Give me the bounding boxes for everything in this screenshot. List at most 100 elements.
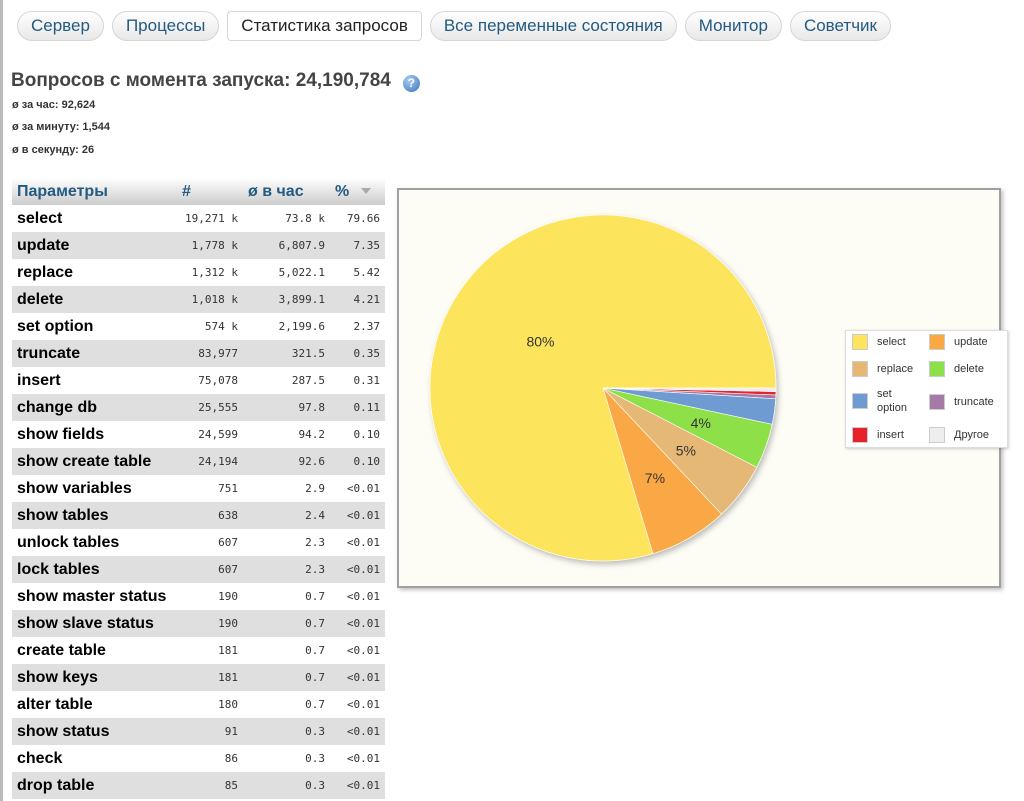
row-percent: <0.01: [346, 482, 380, 495]
row-count: 83,977: [177, 340, 243, 367]
row-per-hour: 0.7: [243, 664, 330, 691]
row-percent: 7.35: [330, 232, 385, 259]
help-icon[interactable]: ?: [402, 74, 420, 92]
legend-item-delete: delete: [929, 361, 998, 377]
table-row: delete 1,018 k 3,899.1 4.21: [12, 286, 385, 313]
row-count: 180: [218, 698, 238, 711]
legend-item-replace: replace: [852, 361, 921, 377]
row-name: show master status: [17, 587, 167, 605]
row-per-hour: 0.7: [305, 644, 325, 657]
column-header-percent[interactable]: %: [330, 178, 385, 205]
legend-swatch: [929, 361, 945, 377]
table-row: show status 91 0.3 <0.01: [12, 718, 385, 745]
row-count: 85: [177, 772, 243, 799]
row-percent: <0.01: [330, 502, 385, 529]
row-per-hour: 92.6: [243, 448, 330, 475]
row-count: 638: [177, 502, 243, 529]
legend-swatch: [929, 427, 945, 443]
row-name: show status: [12, 718, 177, 745]
tab-monitor[interactable]: Монитор: [684, 11, 782, 41]
table-row: select 19,271 k 73.8 k 79.66: [12, 205, 385, 232]
row-percent: <0.01: [346, 590, 380, 603]
table-row: show tables 638 2.4 <0.01: [12, 502, 385, 529]
row-name: update: [12, 232, 177, 259]
tab-server[interactable]: Сервер: [17, 11, 104, 41]
row-per-hour: 3,899.1: [243, 286, 330, 313]
table-header-row: Параметры # ø в час %: [12, 178, 385, 205]
row-count: 24,599: [198, 428, 238, 441]
avg-per-second: ø в секунду: 26: [12, 144, 95, 156]
row-name: lock tables: [12, 556, 177, 583]
table-row: replace 1,312 k 5,022.1 5.42: [12, 259, 385, 286]
pie-chart-svg: 80% 7% 5% 4%: [429, 214, 777, 562]
avg-per-hour: ø за час: 92,624: [12, 99, 96, 111]
row-count: 1,778 k: [177, 232, 243, 259]
column-header-parameters[interactable]: Параметры: [12, 178, 177, 205]
pie-slice-label: 4%: [691, 415, 711, 431]
top-tabs: Сервер Процессы Статистика запросов Все …: [17, 11, 891, 41]
row-per-hour: 0.3: [305, 752, 325, 765]
legend-swatch: [852, 427, 868, 443]
table-row: set option 574 k 2,199.6 2.37: [12, 313, 385, 340]
row-percent: <0.01: [346, 644, 380, 657]
row-percent: 0.10: [353, 428, 381, 441]
pie-slice-Другое[interactable]: [602, 387, 777, 392]
table-row: change db 25,555 97.8 0.11: [12, 394, 385, 421]
row-per-hour: 2.3: [243, 556, 330, 583]
tab-query-statistics[interactable]: Статистика запросов: [227, 11, 422, 41]
row-count: 190: [177, 610, 243, 637]
table-row: show slave status 190 0.7 <0.01: [12, 610, 385, 637]
row-per-hour: 0.7: [305, 590, 325, 603]
row-per-hour: 321.5: [243, 340, 330, 367]
row-count: 1,312 k: [191, 266, 238, 279]
legend-swatch: [852, 334, 868, 350]
row-percent: 0.35: [330, 340, 385, 367]
row-name: set option: [17, 317, 94, 335]
table-row: show keys 181 0.7 <0.01: [12, 664, 385, 691]
row-count: 1,018 k: [177, 286, 243, 313]
row-name: create table: [17, 641, 106, 659]
tab-all-status-variables[interactable]: Все переменные состояния: [429, 11, 677, 41]
row-per-hour: 0.7: [243, 610, 330, 637]
row-percent: <0.01: [330, 664, 385, 691]
row-count: 181: [218, 644, 238, 657]
tab-processes[interactable]: Процессы: [111, 11, 220, 41]
row-percent: 0.10: [330, 448, 385, 475]
row-percent: 2.37: [353, 320, 381, 333]
row-count: 19,271 k: [185, 212, 238, 225]
legend-item-update: update: [929, 334, 998, 350]
row-per-hour: 2.4: [243, 502, 330, 529]
row-name: delete: [12, 286, 177, 313]
tab-advisor[interactable]: Советчик: [789, 11, 891, 41]
table-row: lock tables 607 2.3 <0.01: [12, 556, 385, 583]
legend-item-set-option: set option: [852, 387, 921, 415]
table-row: show create table 24,194 92.6 0.10: [12, 448, 385, 475]
row-name: drop table: [12, 772, 177, 799]
row-count: 190: [218, 590, 238, 603]
table-row: truncate 83,977 321.5 0.35: [12, 340, 385, 367]
legend-swatch: [929, 334, 945, 350]
row-per-hour: 2.9: [305, 482, 325, 495]
legend-swatch: [852, 361, 868, 377]
row-name: show keys: [12, 664, 177, 691]
legend-item-truncate: truncate: [929, 394, 998, 410]
column-header-count[interactable]: #: [177, 178, 243, 205]
row-per-hour: 2.3: [305, 536, 325, 549]
row-count: 181: [177, 664, 243, 691]
legend-item-other: Другое: [929, 427, 998, 443]
table-row: show variables 751 2.9 <0.01: [12, 475, 385, 502]
row-percent: <0.01: [330, 610, 385, 637]
row-count: 75,078: [198, 374, 238, 387]
table-row: insert 75,078 287.5 0.31: [12, 367, 385, 394]
column-header-per-hour[interactable]: ø в час: [243, 178, 330, 205]
row-per-hour: 2,199.6: [278, 320, 325, 333]
row-name: show create table: [12, 448, 177, 475]
row-name: select: [17, 209, 63, 227]
query-stats-table: Параметры # ø в час % select 19,271 k 73.8…: [12, 178, 385, 799]
row-percent: 79.66: [346, 212, 380, 225]
row-count: 25,555: [177, 394, 243, 421]
legend-item-select: select: [852, 334, 921, 350]
row-per-hour: 0.3: [243, 772, 330, 799]
row-count: 86: [224, 752, 238, 765]
row-per-hour: 97.8: [243, 394, 330, 421]
